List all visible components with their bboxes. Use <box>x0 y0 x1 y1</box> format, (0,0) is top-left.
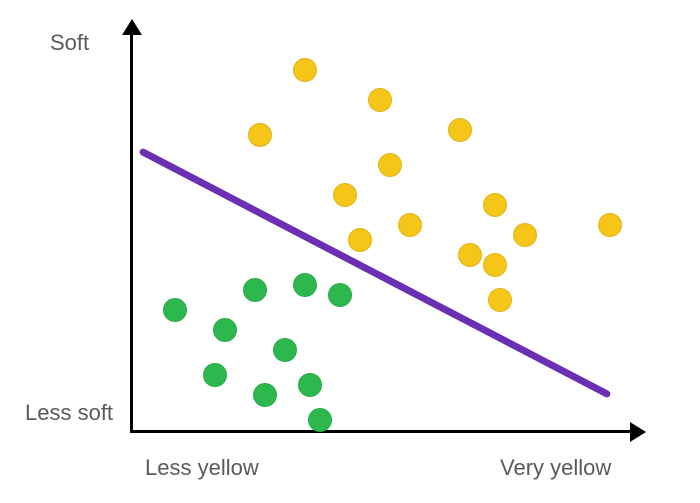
decision-boundary <box>138 147 611 398</box>
point-yellow <box>333 183 357 207</box>
point-yellow <box>483 193 507 217</box>
point-yellow <box>598 213 622 237</box>
x-axis-label-left: Less yellow <box>145 455 259 481</box>
y-axis-label-top: Soft <box>50 30 89 56</box>
point-yellow <box>293 58 317 82</box>
point-green <box>163 298 187 322</box>
point-green <box>213 318 237 342</box>
point-yellow <box>398 213 422 237</box>
y-axis <box>130 35 133 430</box>
point-green <box>203 363 227 387</box>
x-axis <box>130 430 630 433</box>
point-green <box>308 408 332 432</box>
y-axis-arrow <box>122 19 142 35</box>
point-yellow <box>448 118 472 142</box>
point-green <box>243 278 267 302</box>
point-green <box>298 373 322 397</box>
point-yellow <box>483 253 507 277</box>
scatter-chart: Soft Less soft Less yellow Very yellow <box>0 0 700 503</box>
point-yellow <box>348 228 372 252</box>
point-green <box>328 283 352 307</box>
x-axis-label-right: Very yellow <box>500 455 611 481</box>
point-yellow <box>458 243 482 267</box>
point-yellow <box>488 288 512 312</box>
point-yellow <box>378 153 402 177</box>
point-green <box>293 273 317 297</box>
point-green <box>253 383 277 407</box>
point-green <box>273 338 297 362</box>
point-yellow <box>368 88 392 112</box>
point-yellow <box>513 223 537 247</box>
point-yellow <box>248 123 272 147</box>
y-axis-label-bottom: Less soft <box>25 400 113 426</box>
x-axis-arrow <box>630 422 646 442</box>
